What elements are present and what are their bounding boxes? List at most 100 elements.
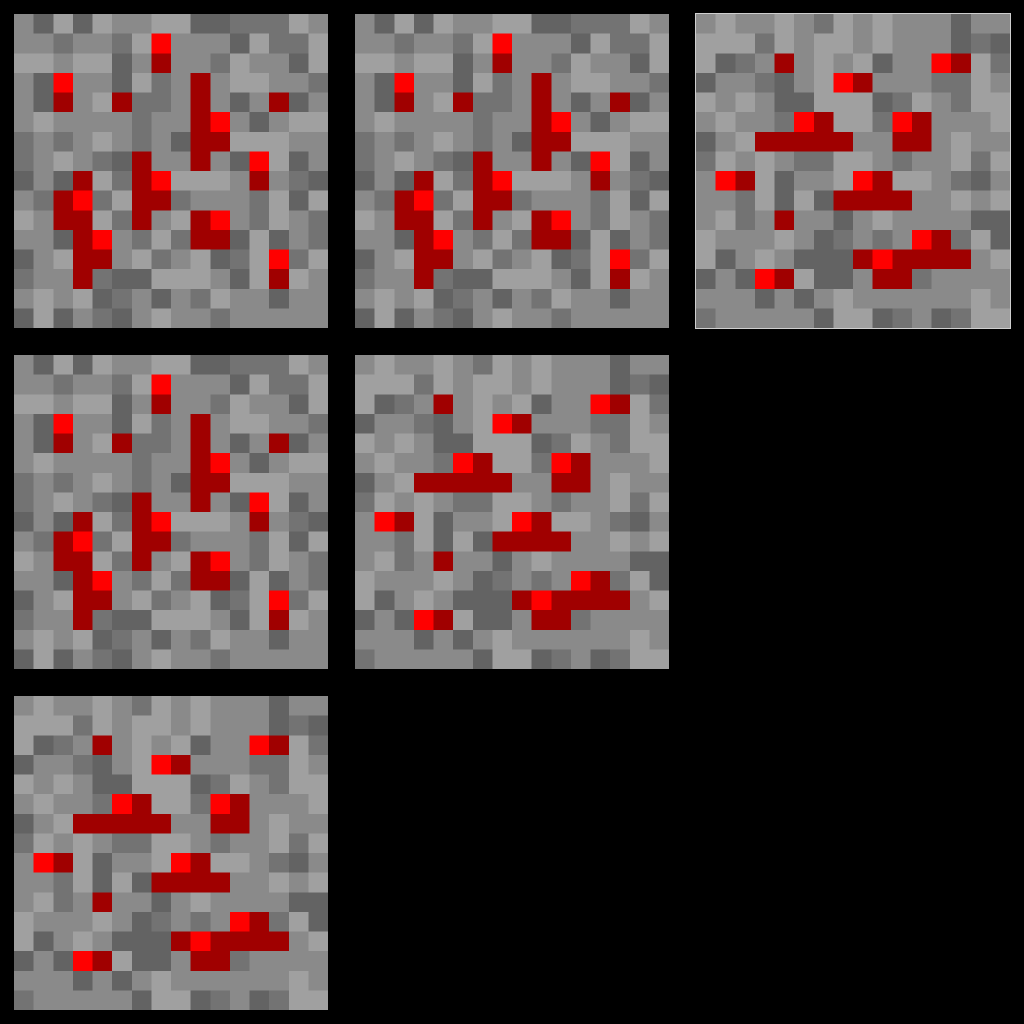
stone-pixel bbox=[14, 14, 34, 34]
redstone-pixel bbox=[72, 590, 93, 611]
stone-pixel bbox=[190, 794, 211, 814]
stone-pixel bbox=[551, 151, 571, 171]
stone-pixel bbox=[308, 813, 328, 834]
stone-pixel bbox=[649, 190, 669, 211]
stone-pixel bbox=[629, 229, 650, 250]
stone-pixel bbox=[394, 229, 414, 250]
redstone-pixel bbox=[472, 210, 493, 230]
stone-pixel bbox=[911, 33, 932, 54]
redstone-pixel bbox=[72, 813, 93, 834]
redstone-pixel bbox=[190, 551, 211, 571]
stone-pixel bbox=[374, 610, 395, 630]
stone-pixel bbox=[570, 53, 591, 73]
stone-pixel bbox=[512, 308, 532, 328]
redstone-pixel bbox=[892, 131, 912, 152]
redstone-pixel bbox=[249, 911, 270, 932]
stone-pixel bbox=[794, 269, 814, 289]
stone-pixel bbox=[112, 715, 132, 736]
stone-pixel bbox=[590, 112, 611, 132]
stone-pixel bbox=[355, 531, 375, 552]
stone-pixel bbox=[551, 72, 571, 93]
stone-pixel bbox=[72, 931, 93, 952]
stone-pixel bbox=[492, 288, 512, 309]
stone-pixel bbox=[269, 472, 289, 493]
stone-pixel bbox=[14, 794, 34, 814]
redstone-pixel bbox=[190, 951, 211, 971]
stone-pixel bbox=[872, 308, 893, 328]
stone-pixel bbox=[14, 151, 34, 171]
stone-pixel bbox=[735, 33, 755, 54]
stone-pixel bbox=[570, 394, 591, 414]
redstone-pixel bbox=[794, 112, 814, 132]
stone-pixel bbox=[433, 53, 454, 73]
redstone-pixel bbox=[951, 53, 971, 73]
redstone-pixel bbox=[210, 210, 230, 230]
stone-pixel bbox=[288, 92, 309, 113]
stone-pixel bbox=[171, 171, 191, 191]
stone-pixel bbox=[512, 249, 532, 270]
stone-pixel bbox=[472, 288, 493, 309]
redstone-pixel bbox=[570, 453, 591, 473]
stone-pixel bbox=[72, 151, 93, 171]
stone-pixel bbox=[551, 492, 571, 512]
stone-pixel bbox=[492, 453, 512, 473]
stone-pixel bbox=[131, 715, 152, 736]
stone-pixel bbox=[531, 14, 552, 34]
redstone-pixel bbox=[413, 472, 434, 493]
stone-pixel bbox=[308, 151, 328, 171]
stone-pixel bbox=[229, 288, 250, 309]
stone-pixel bbox=[14, 813, 34, 834]
stone-pixel bbox=[512, 72, 532, 93]
stone-pixel bbox=[131, 269, 152, 289]
stone-pixel bbox=[190, 715, 211, 736]
redstone-pixel bbox=[229, 813, 250, 834]
stone-pixel bbox=[512, 453, 532, 473]
stone-pixel bbox=[249, 794, 270, 814]
stone-pixel bbox=[210, 512, 230, 532]
stone-pixel bbox=[269, 131, 289, 152]
redstone-pixel bbox=[492, 472, 512, 493]
stone-pixel bbox=[151, 911, 171, 932]
stone-pixel bbox=[92, 131, 113, 152]
stone-pixel bbox=[229, 872, 250, 893]
stone-pixel bbox=[269, 190, 289, 211]
stone-pixel bbox=[853, 210, 873, 230]
stone-pixel bbox=[171, 355, 191, 375]
stone-pixel bbox=[649, 610, 669, 630]
stone-pixel bbox=[355, 374, 375, 395]
stone-pixel bbox=[911, 171, 932, 191]
stone-pixel bbox=[355, 492, 375, 512]
stone-pixel bbox=[813, 33, 834, 54]
stone-pixel bbox=[171, 833, 191, 853]
stone-pixel bbox=[433, 355, 454, 375]
stone-pixel bbox=[33, 190, 54, 211]
stone-pixel bbox=[794, 308, 814, 328]
stone-pixel bbox=[629, 433, 650, 454]
stone-pixel bbox=[472, 433, 493, 454]
stone-pixel bbox=[433, 14, 454, 34]
stone-pixel bbox=[931, 171, 952, 191]
stone-pixel bbox=[229, 696, 250, 716]
stone-pixel bbox=[92, 112, 113, 132]
stone-pixel bbox=[151, 715, 171, 736]
stone-pixel bbox=[288, 308, 309, 328]
redstone-pixel bbox=[551, 210, 571, 230]
stone-pixel bbox=[112, 853, 132, 873]
stone-pixel bbox=[269, 911, 289, 932]
stone-pixel bbox=[649, 53, 669, 73]
stone-pixel bbox=[970, 249, 991, 270]
stone-pixel bbox=[551, 14, 571, 34]
stone-pixel bbox=[892, 72, 912, 93]
stone-pixel bbox=[33, 911, 54, 932]
stone-pixel bbox=[131, 872, 152, 893]
stone-pixel bbox=[433, 590, 454, 611]
stone-pixel bbox=[151, 970, 171, 991]
stone-pixel bbox=[629, 33, 650, 54]
stone-pixel bbox=[14, 308, 34, 328]
stone-pixel bbox=[151, 288, 171, 309]
stone-pixel bbox=[33, 453, 54, 473]
stone-pixel bbox=[590, 610, 611, 630]
stone-pixel bbox=[355, 171, 375, 191]
stone-pixel bbox=[92, 872, 113, 893]
redstone-pixel bbox=[610, 269, 630, 289]
